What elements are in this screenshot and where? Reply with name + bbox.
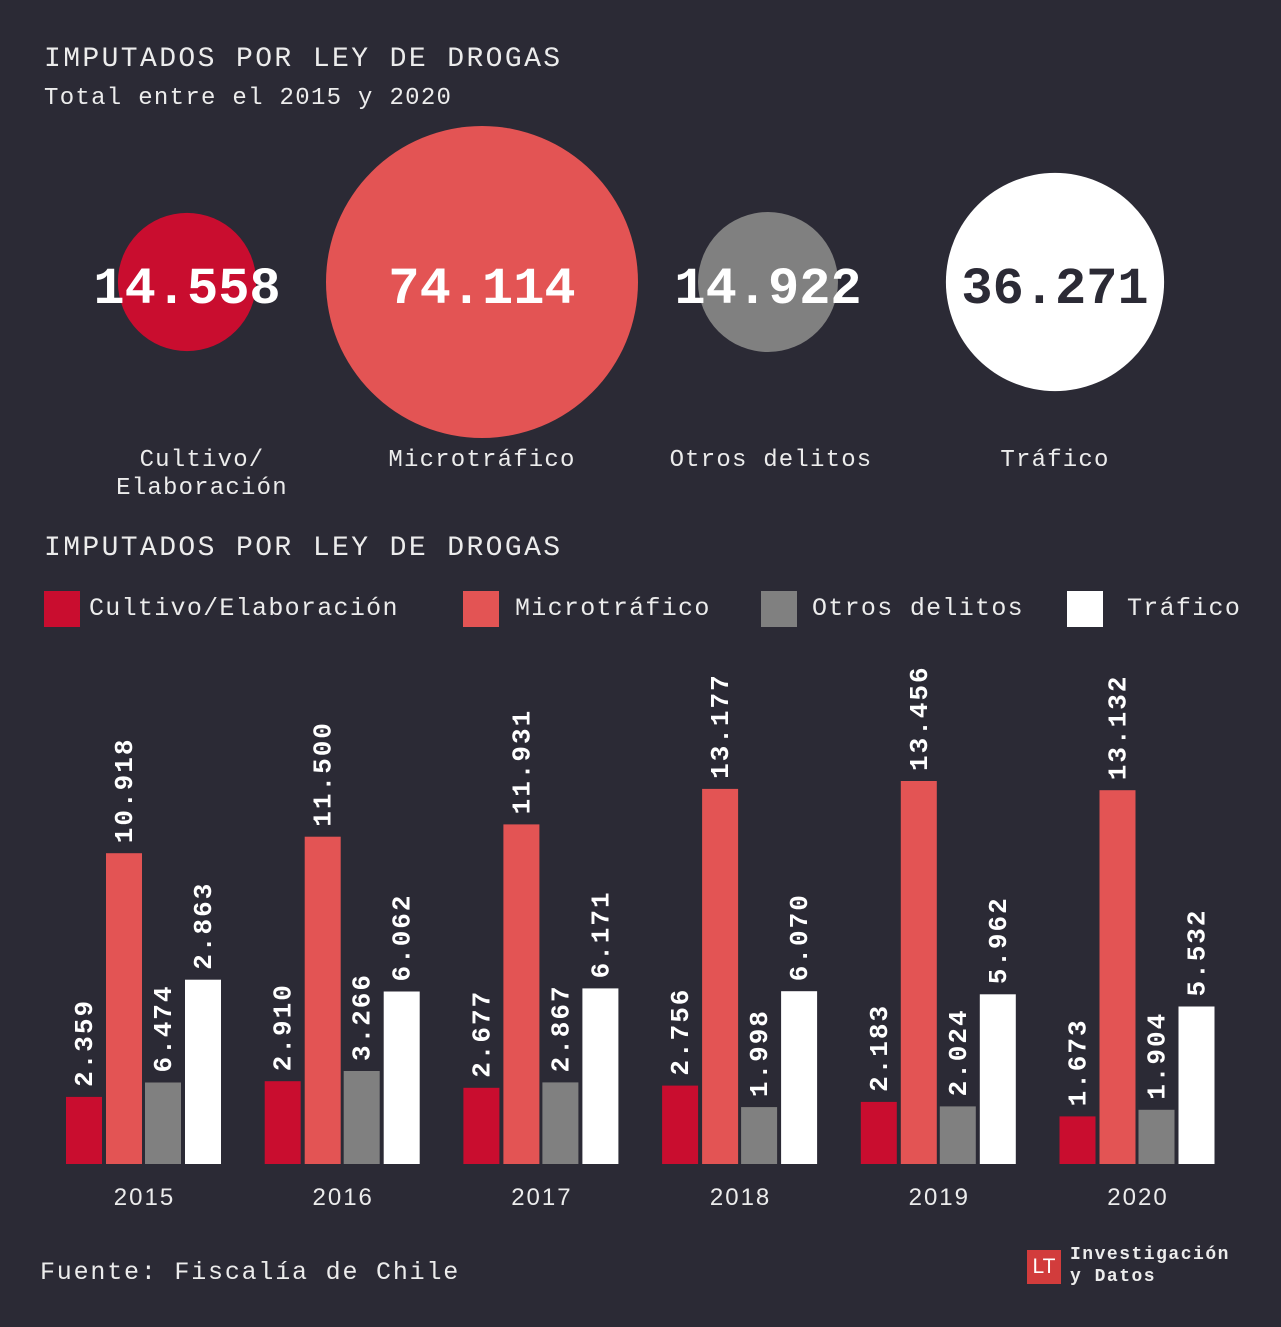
bar-label-microtrafico-2020: 13.132 — [1104, 675, 1134, 781]
bubble-trafico — [945, 172, 1165, 392]
bar-otros-delitos-2015 — [145, 1082, 181, 1164]
bar-otros-delitos-2017 — [542, 1082, 579, 1164]
bar-trafico-2016 — [383, 991, 420, 1164]
bubble-label-microtrafico: Microtráfico — [388, 447, 576, 474]
bar-label-trafico-2019: 5.962 — [984, 896, 1014, 984]
bar-label-cultivo-2015: 2.359 — [70, 999, 100, 1087]
bar-label-cultivo-2020: 1.673 — [1064, 1018, 1094, 1106]
logo-text: Investigación y Datos — [1070, 1245, 1230, 1287]
bar-trafico-2015 — [185, 979, 221, 1164]
year-label-2020: 2020 — [1107, 1184, 1168, 1211]
bar-microtrafico-2019 — [900, 781, 937, 1164]
bar-cultivo-2016 — [264, 1081, 301, 1164]
bubble-value-microtrafico: 74.114 — [388, 260, 575, 319]
bar-chart: 2.359 10.918 6.474 2.863 2015 2.910 11.500 3.26… — [66, 665, 1215, 1211]
bubble-microtrafico — [326, 126, 638, 438]
bar-cultivo-2018 — [662, 1085, 699, 1164]
bar-label-cultivo-2016: 2.910 — [269, 983, 299, 1071]
bar-label-otros-delitos-2020: 1.904 — [1143, 1012, 1173, 1100]
bar-otros-delitos-2020 — [1138, 1109, 1175, 1164]
bar-label-otros-delitos-2018: 1.998 — [745, 1009, 775, 1097]
bar-cultivo-2015 — [66, 1096, 102, 1164]
bubble-otros-delitos — [698, 212, 838, 352]
bar-label-trafico-2018: 6.070 — [785, 893, 815, 981]
bar-label-trafico-2016: 6.062 — [388, 893, 418, 981]
bubble-label-cultivo: Cultivo/ Elaboración — [116, 447, 288, 502]
bubble-chart: 14.558 74.114 14.922 36.271 — [93, 126, 1165, 438]
bar-trafico-2020 — [1178, 1006, 1215, 1164]
bar-label-otros-delitos-2015: 6.474 — [149, 984, 179, 1072]
bar-trafico-2017 — [582, 988, 619, 1164]
bar-trafico-2019 — [979, 994, 1016, 1164]
bar-otros-delitos-2019 — [939, 1106, 976, 1164]
legend-label-cultivo: Cultivo/Elaboración — [89, 594, 399, 623]
bar-label-microtrafico-2016: 11.500 — [309, 721, 339, 827]
year-label-2016: 2016 — [313, 1184, 374, 1211]
year-label-2017: 2017 — [511, 1184, 572, 1211]
bar-otros-delitos-2016 — [343, 1071, 380, 1164]
bar-label-microtrafico-2019: 13.456 — [905, 665, 935, 771]
bubble-chart-subtitle: Total entre el 2015 y 2020 — [44, 85, 453, 112]
bar-label-otros-delitos-2016: 3.266 — [348, 973, 378, 1061]
bar-otros-delitos-2018 — [741, 1107, 778, 1164]
legend-swatch-cultivo — [44, 591, 80, 627]
year-label-2018: 2018 — [710, 1184, 771, 1211]
bubble-label-trafico: Tráfico — [1000, 447, 1110, 474]
bar-chart-title: IMPUTADOS POR LEY DE DROGAS — [44, 533, 563, 564]
bar-label-trafico-2017: 6.171 — [586, 890, 616, 978]
bar-label-trafico-2020: 5.532 — [1183, 908, 1213, 996]
bar-cultivo-2017 — [463, 1087, 500, 1164]
bar-label-otros-delitos-2017: 2.867 — [546, 984, 576, 1072]
bar-cultivo-2020 — [1059, 1116, 1096, 1164]
bar-microtrafico-2015 — [106, 853, 142, 1164]
year-label-2015: 2015 — [114, 1184, 175, 1211]
bar-microtrafico-2020 — [1099, 790, 1136, 1164]
bar-label-trafico-2015: 2.863 — [189, 882, 219, 970]
bubble-value-otros-delitos: 14.922 — [674, 260, 861, 319]
bar-label-cultivo-2017: 2.677 — [467, 990, 497, 1078]
bubble-cultivo — [117, 212, 257, 352]
bubble-value-trafico: 36.271 — [961, 260, 1148, 319]
legend-swatch-trafico — [1067, 591, 1103, 627]
bar-label-microtrafico-2018: 13.177 — [706, 673, 736, 779]
bar-label-cultivo-2019: 2.183 — [865, 1004, 895, 1092]
bar-trafico-2018 — [781, 991, 818, 1164]
bar-microtrafico-2018 — [702, 788, 739, 1164]
bar-microtrafico-2017 — [503, 824, 540, 1164]
year-label-2019: 2019 — [909, 1184, 970, 1211]
bubble-label-otros-delitos: Otros delitos — [669, 447, 873, 474]
legend-label-trafico: Tráfico — [1127, 594, 1242, 623]
bubble-chart-title: IMPUTADOS POR LEY DE DROGAS — [44, 44, 563, 75]
bar-label-otros-delitos-2019: 2.024 — [944, 1008, 974, 1096]
legend-label-microtrafico: Microtráfico — [515, 594, 711, 623]
bar-label-microtrafico-2015: 10.918 — [110, 738, 140, 844]
legend-swatch-microtrafico — [463, 591, 499, 627]
legend-label-otros-delitos: Otros delitos — [812, 594, 1024, 623]
source-note: Fuente: Fiscalía de Chile — [40, 1258, 461, 1287]
bar-cultivo-2019 — [860, 1101, 897, 1164]
bar-label-microtrafico-2017: 11.931 — [507, 709, 537, 815]
legend-swatch-otros-delitos — [761, 591, 797, 627]
lt-logo-icon: LT — [1027, 1250, 1061, 1284]
bar-label-cultivo-2018: 2.756 — [666, 988, 696, 1076]
bar-microtrafico-2016 — [304, 836, 341, 1164]
bubble-value-cultivo: 14.558 — [93, 260, 280, 319]
